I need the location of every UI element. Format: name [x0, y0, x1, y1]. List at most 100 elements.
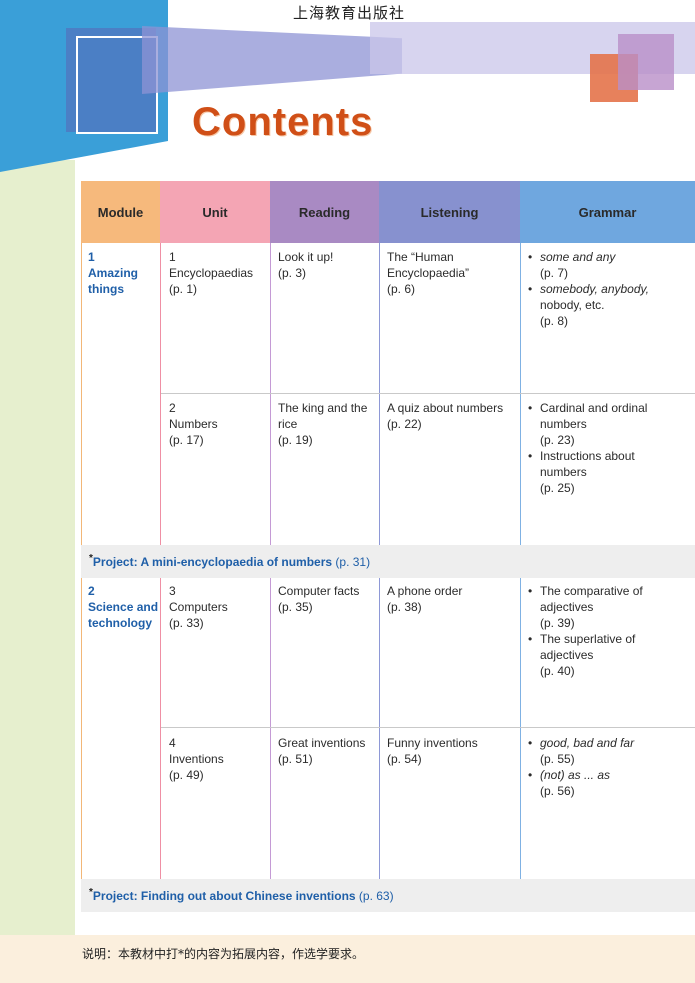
listening-page: (p. 54)	[387, 752, 422, 766]
unit-1-cell: 1 Encyclopaedias (p. 1)	[169, 249, 253, 297]
grammar-page: (p. 7)	[540, 266, 569, 280]
grammar-cell: some and any (p. 7) somebody, anybody, n…	[528, 249, 693, 329]
contents-table: Module Unit Reading Listening Grammar 1 …	[81, 181, 695, 912]
column-rule	[81, 577, 82, 879]
unit-number: 3	[169, 584, 176, 598]
project-row: *Project: A mini-encyclopaedia of number…	[81, 545, 695, 578]
project-link[interactable]: *Project: A mini-encyclopaedia of number…	[89, 553, 370, 569]
module-number: 1	[88, 250, 95, 264]
reading-cell: The king and the rice (p. 19)	[278, 400, 376, 448]
reading-cell: Computer facts (p. 35)	[278, 583, 376, 615]
grammar-item: good, bad and far (p. 55)	[528, 735, 693, 767]
column-rule	[270, 577, 271, 879]
header-reading: Reading	[270, 181, 379, 243]
blue-square-decoration	[66, 28, 156, 132]
grammar-item: The superlative of adjectives (p. 40)	[528, 631, 693, 679]
grammar-cell: good, bad and far (p. 55) (not) as ... a…	[528, 735, 693, 799]
grammar-page: (p. 55)	[540, 752, 575, 766]
reading-title: Look it up!	[278, 250, 334, 264]
listening-title: A phone order	[387, 584, 463, 598]
listening-page: (p. 22)	[387, 417, 422, 431]
unit-page: (p. 49)	[169, 768, 204, 782]
footer-note: 说明：本教材中打*的内容为拓展内容，作选学要求。	[82, 947, 365, 961]
unit-number: 4	[169, 736, 176, 750]
reading-cell: Look it up! (p. 3)	[278, 249, 376, 281]
module-2-label: 2 Science and technology	[88, 583, 158, 631]
optional-star: *	[89, 553, 93, 564]
unit-name: Inventions	[169, 752, 224, 766]
module-name: things	[88, 282, 124, 296]
reading-title: Computer facts	[278, 584, 360, 598]
project-label: Project: Finding out about Chinese inven…	[92, 889, 356, 903]
project-row: *Project: Finding out about Chinese inve…	[81, 879, 695, 912]
reading-page: (p. 3)	[278, 266, 307, 280]
listening-page: (p. 38)	[387, 600, 422, 614]
grammar-item: Instructions about numbers (p. 25)	[528, 448, 693, 496]
reading-page: (p. 51)	[278, 752, 313, 766]
grammar-page: (p. 40)	[540, 664, 575, 678]
project-link[interactable]: *Project: Finding out about Chinese inve…	[89, 887, 394, 903]
reading-title: rice	[278, 417, 298, 431]
left-green-band	[0, 160, 75, 983]
project-page: (p. 31)	[335, 555, 371, 569]
unit-page: (p. 1)	[169, 282, 198, 296]
module-name: Amazing	[88, 266, 139, 280]
module-1-label: 1 Amazing things	[88, 249, 138, 297]
grammar-text: The comparative of	[540, 584, 643, 598]
row-rule	[161, 727, 695, 728]
module-number: 2	[88, 584, 95, 598]
reading-title: Great inventions	[278, 736, 366, 750]
grammar-page: (p. 8)	[540, 314, 569, 328]
unit-name: Numbers	[169, 417, 218, 431]
listening-page: (p. 6)	[387, 282, 416, 296]
grammar-text: good, bad and far	[540, 736, 635, 750]
grammar-text: (not) as ... as	[540, 768, 611, 782]
listening-title: A quiz about numbers	[387, 401, 504, 415]
grammar-item: The comparative of adjectives (p. 39)	[528, 583, 693, 631]
grammar-item: somebody, anybody, nobody, etc. (p. 8)	[528, 281, 693, 329]
unit-page: (p. 17)	[169, 433, 204, 447]
grammar-page: (p. 56)	[540, 784, 575, 798]
column-rule	[379, 577, 380, 879]
purple-square-decoration	[618, 34, 674, 90]
unit-page: (p. 33)	[169, 616, 204, 630]
row-rule	[161, 393, 695, 394]
column-rule	[520, 243, 521, 545]
grammar-cell: Cardinal and ordinal numbers (p. 23) Ins…	[528, 400, 693, 496]
listening-title: Encyclopaedia”	[387, 266, 470, 280]
publisher-name: 上海教育出版社	[293, 4, 406, 22]
reading-title: The king and the	[278, 401, 368, 415]
grammar-page: (p. 23)	[540, 433, 575, 447]
unit-name: Encyclopaedias	[169, 266, 254, 280]
reading-page: (p. 19)	[278, 433, 313, 447]
grammar-text: Instructions about	[540, 449, 635, 463]
column-rule	[160, 243, 161, 545]
listening-cell: A quiz about numbers (p. 22)	[387, 400, 519, 432]
grammar-item: Cardinal and ordinal numbers (p. 23)	[528, 400, 693, 448]
unit-number: 1	[169, 250, 176, 264]
reading-page: (p. 35)	[278, 600, 313, 614]
footer-band	[0, 935, 695, 983]
grammar-item: some and any (p. 7)	[528, 249, 693, 281]
grammar-page: (p. 25)	[540, 481, 575, 495]
project-page: (p. 63)	[358, 889, 394, 903]
column-rule	[379, 243, 380, 545]
unit-2-cell: 2 Numbers (p. 17)	[169, 400, 218, 448]
unit-number: 2	[169, 401, 176, 415]
grammar-item: (not) as ... as (p. 56)	[528, 767, 693, 799]
grammar-cell: The comparative of adjectives (p. 39) Th…	[528, 583, 693, 679]
listening-cell: Funny inventions (p. 54)	[387, 735, 517, 767]
module-name: Science and	[88, 600, 159, 614]
purple-band-decoration	[142, 26, 402, 94]
module-name: technology	[88, 616, 153, 630]
optional-star: *	[89, 887, 93, 898]
header-listening: Listening	[379, 181, 520, 243]
grammar-page: (p. 39)	[540, 616, 575, 630]
unit-4-cell: 4 Inventions (p. 49)	[169, 735, 224, 783]
header-module: Module	[81, 181, 160, 243]
grammar-text: nobody, etc.	[540, 298, 605, 312]
column-rule	[270, 243, 271, 545]
column-rule	[160, 577, 161, 879]
listening-cell: The “Human Encyclopaedia” (p. 6)	[387, 249, 517, 297]
grammar-text: Cardinal and ordinal	[540, 401, 648, 415]
